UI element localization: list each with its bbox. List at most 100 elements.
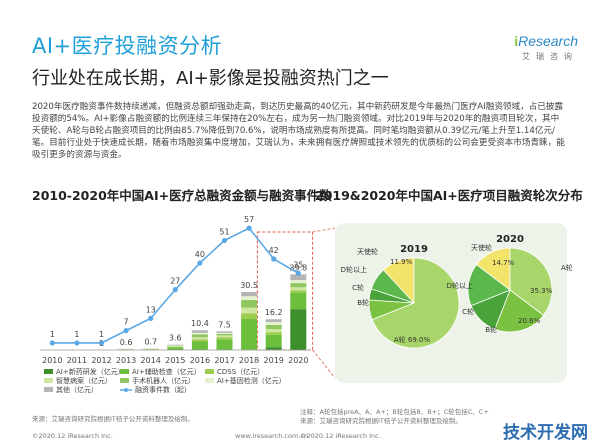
page-title: AI+医疗投融资分析 bbox=[32, 34, 223, 58]
x-tick-label: 2010 bbox=[42, 356, 62, 365]
event-count-point bbox=[98, 340, 105, 346]
x-tick-label: 2015 bbox=[165, 356, 185, 365]
pie-label: 天使轮 bbox=[471, 243, 492, 252]
bar-segment-2018-6 bbox=[241, 292, 258, 297]
legend-swatch bbox=[205, 369, 214, 374]
left-chart-title: 2010-2020年中国AI+医疗总融资金额与融资事件数 bbox=[32, 188, 332, 203]
event-count-label: 51 bbox=[219, 227, 229, 236]
iresearch-logo: iResearch 艾瑞咨询 bbox=[514, 33, 578, 62]
connector-bottom bbox=[312, 349, 336, 379]
legend-swatch bbox=[44, 387, 53, 392]
event-count-label: 35 bbox=[293, 260, 303, 269]
pie-label: 35.3% bbox=[530, 287, 553, 295]
legend-label: AI+新药研发（亿元） bbox=[56, 367, 125, 376]
bar-segment-2020-4 bbox=[290, 283, 307, 288]
bar-total-label: 3.6 bbox=[169, 334, 182, 343]
event-count-label: 7 bbox=[124, 318, 129, 327]
x-tick-label: 2018 bbox=[239, 356, 259, 365]
bar-total-label: 0.6 bbox=[120, 338, 133, 347]
bar-segment-2016-2 bbox=[191, 339, 208, 342]
bar-segment-2020-2 bbox=[290, 290, 307, 293]
event-count-point bbox=[123, 328, 129, 334]
legend-swatch bbox=[44, 378, 53, 383]
event-count-point bbox=[74, 340, 80, 346]
legend-label: CDSS（亿元） bbox=[217, 367, 264, 376]
bar-segment-2018-3 bbox=[241, 307, 258, 314]
pie-label: D轮以上 bbox=[447, 281, 473, 290]
legend-label: AI+基因检测（亿元） bbox=[217, 376, 286, 385]
right-chart-title: 2019&2020年中国AI+医疗项目融资轮次分布 bbox=[315, 188, 583, 203]
summary-paragraph: 2020年医疗融资事件数持续递减，但融资总额却强劲走高，到达历史最高的40亿元，… bbox=[32, 102, 565, 161]
bar-segment-2019-0 bbox=[265, 347, 282, 350]
pie-slice-2019-D轮以上 bbox=[370, 269, 415, 304]
bar-segment-2015-6 bbox=[167, 344, 184, 346]
bar-segment-2020-3 bbox=[290, 287, 307, 291]
pie-label: A轮 69.0% bbox=[394, 335, 431, 344]
bar-segment-2018-2 bbox=[241, 313, 258, 320]
bar-total-label: 0.7 bbox=[144, 338, 157, 347]
bar-total-label: 10.4 bbox=[191, 319, 209, 328]
pie-slice-2020-B轮 bbox=[494, 289, 545, 333]
bar-segment-2020-6 bbox=[290, 274, 307, 281]
pie-label: 20.6% bbox=[518, 317, 541, 325]
legend-label: 融资事件数（起） bbox=[135, 385, 191, 394]
bar-segment-2016-3 bbox=[191, 337, 208, 340]
bar-segment-2017-3 bbox=[216, 335, 233, 338]
x-tick-label: 2016 bbox=[190, 356, 210, 365]
bar-segment-2017-1 bbox=[216, 339, 233, 350]
pie-label: B轮 bbox=[485, 325, 497, 334]
pie-label: 14.7% bbox=[492, 259, 515, 267]
pie-label: 11.9% bbox=[390, 258, 413, 266]
event-count-label: 1 bbox=[50, 330, 55, 339]
event-count-label: 13 bbox=[146, 305, 156, 314]
x-tick-label: 2019 bbox=[264, 356, 284, 365]
bar-segment-2017-5 bbox=[216, 332, 233, 334]
x-tick-label: 2014 bbox=[141, 356, 161, 365]
legend-label: 智慧病案（亿元） bbox=[56, 376, 112, 385]
bar-segment-2016-1 bbox=[191, 341, 208, 350]
event-count-point bbox=[295, 270, 301, 276]
bar-segment-2019-3 bbox=[265, 329, 282, 333]
pie-slice-2020-D轮以上 bbox=[467, 264, 511, 307]
page-subtitle: 行业处在成长期，AI+影像是投融资热门之一 bbox=[32, 68, 389, 89]
pie-label: 天使轮 bbox=[357, 247, 378, 256]
pie-title: 2019 bbox=[400, 244, 428, 255]
event-count-point bbox=[246, 225, 252, 231]
event-count-label: 40 bbox=[195, 250, 205, 259]
bar-segment-2017-4 bbox=[216, 333, 233, 336]
pie-title: 2020 bbox=[496, 234, 524, 245]
bar-segment-2018-1 bbox=[241, 319, 258, 350]
pie-label: C轮 bbox=[462, 307, 474, 316]
bar-segment-2017-2 bbox=[216, 337, 233, 340]
bar-segment-2019-6 bbox=[265, 319, 282, 323]
bar-segment-2019-1 bbox=[265, 334, 282, 348]
bar-segment-2016-5 bbox=[191, 332, 208, 335]
event-count-point bbox=[49, 340, 55, 346]
bar-segment-2020-1 bbox=[290, 293, 307, 310]
bar-segment-2015-3 bbox=[167, 346, 184, 347]
x-tick-label: 2013 bbox=[116, 356, 136, 365]
event-count-label: 1 bbox=[74, 330, 79, 339]
copyright-left: ©2020.12 iResearch Inc. bbox=[32, 432, 113, 440]
bar-segment-2018-4 bbox=[241, 300, 258, 308]
legend-swatch bbox=[120, 378, 129, 383]
bar-total-label: 30.5 bbox=[240, 281, 258, 290]
event-count-point bbox=[148, 315, 154, 321]
watermark: 技术开发网 bbox=[503, 423, 588, 443]
legend-swatch bbox=[120, 369, 129, 374]
legend-label: 其他（亿元） bbox=[56, 385, 98, 394]
event-count-label: 42 bbox=[269, 246, 279, 255]
event-count-point bbox=[172, 287, 178, 293]
bar-segment-2020-5 bbox=[290, 280, 307, 284]
bar-segment-2019-4 bbox=[265, 324, 282, 330]
pie-label: C轮 bbox=[352, 283, 364, 292]
x-tick-label: 2012 bbox=[91, 356, 111, 365]
bar-segment-2017-6 bbox=[216, 331, 233, 333]
bar-segment-2020-0 bbox=[290, 309, 307, 350]
legend-line-dot bbox=[124, 388, 128, 392]
bar-segment-2019-5 bbox=[265, 322, 282, 325]
x-tick-label: 2017 bbox=[214, 356, 234, 365]
left-footnote: 来源：艾瑞咨询研究院根据IT桔子公开资料整理及绘制。 bbox=[32, 415, 194, 423]
event-count-point bbox=[221, 237, 228, 244]
